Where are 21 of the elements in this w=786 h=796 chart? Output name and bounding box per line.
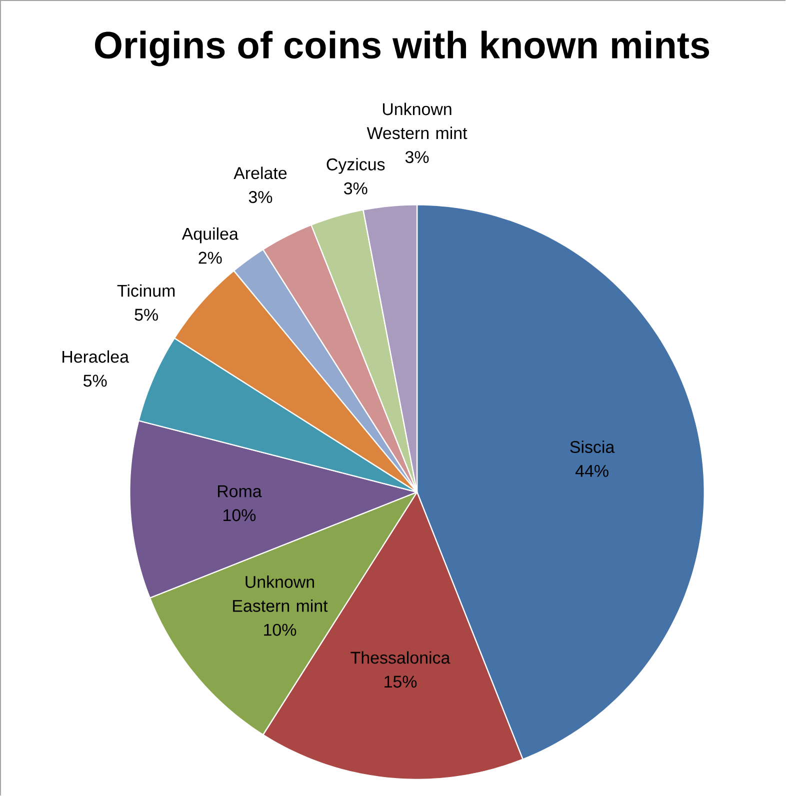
data-label: 10%	[264, 624, 296, 636]
slice-label: Heraclea	[62, 350, 130, 363]
data-label: 5%	[134, 308, 158, 321]
slice-label: Thessalonica	[350, 651, 450, 664]
chart-title: Origins of coins with known mints	[95, 30, 710, 66]
slice-label: Roma	[218, 485, 262, 498]
data-label: 3%	[248, 191, 272, 204]
slice-label: Ticinum	[117, 284, 175, 297]
data-label: 5%	[84, 374, 107, 387]
data-label: 10%	[224, 509, 256, 522]
data-label: 44%	[575, 465, 608, 477]
slice-label: Siscia	[570, 440, 615, 454]
data-label: 3%	[405, 151, 429, 164]
slice-label: Aquilea	[182, 227, 238, 244]
slice-label: Unknown Eastern mint	[233, 576, 328, 612]
data-label: 15%	[384, 676, 417, 688]
slice-label: Unknown Western mint	[366, 102, 468, 140]
data-label: 2%	[198, 252, 222, 264]
data-label: 3%	[344, 182, 368, 194]
slice-label: Arelate	[234, 166, 287, 180]
slice-label: Cyzicus	[326, 158, 385, 174]
